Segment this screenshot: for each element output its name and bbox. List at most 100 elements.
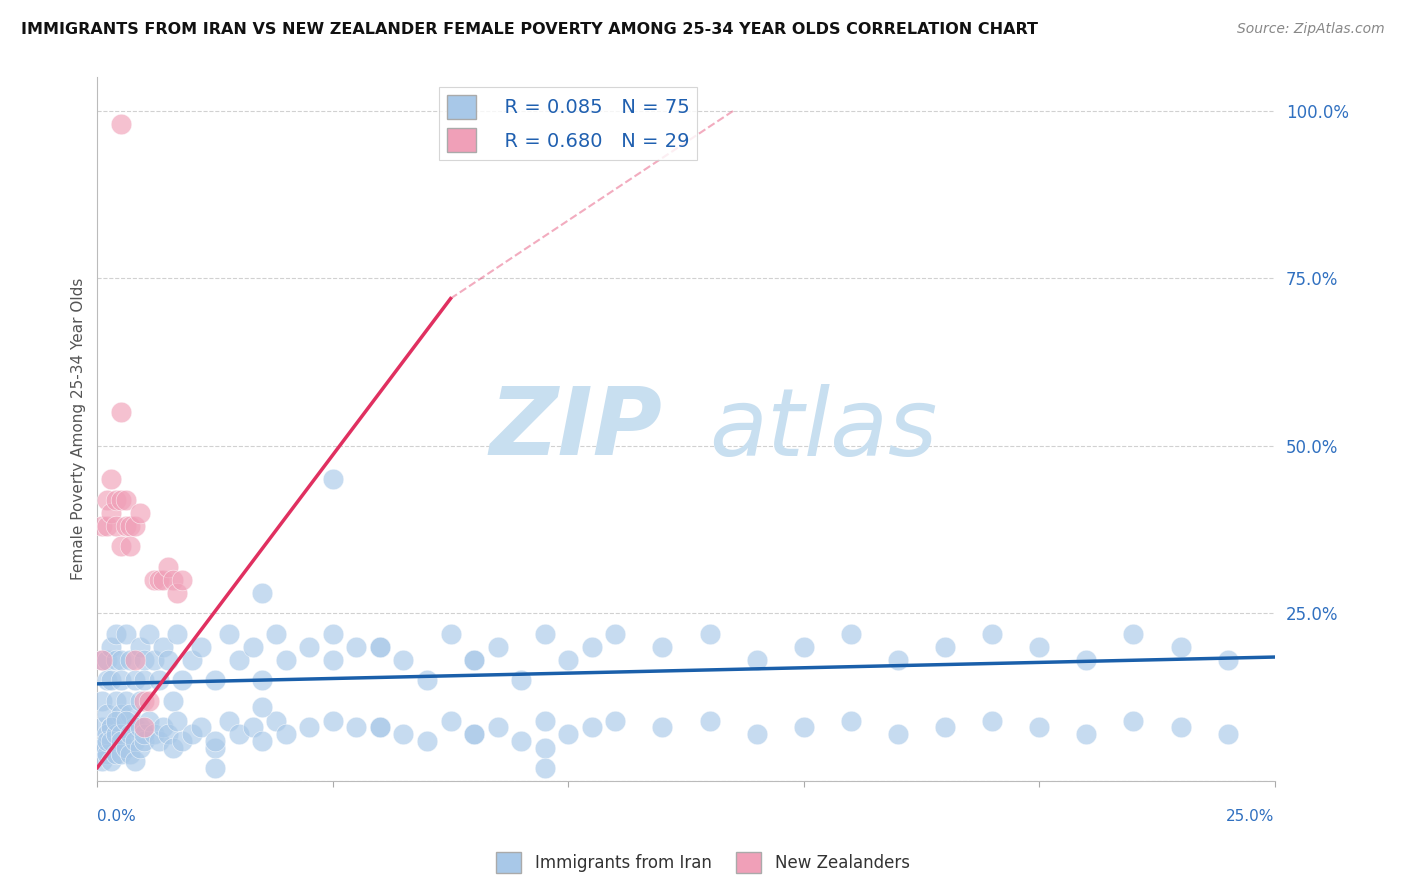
Point — [91, 754, 114, 768]
Point — [204, 761, 226, 775]
Point — [96, 653, 118, 667]
Point — [1170, 640, 1192, 654]
Point — [91, 740, 114, 755]
Point — [266, 714, 288, 728]
Point — [266, 626, 288, 640]
Point — [110, 706, 132, 721]
Point — [105, 727, 128, 741]
Point — [463, 727, 485, 741]
Point — [416, 673, 439, 688]
Point — [274, 653, 297, 667]
Point — [204, 740, 226, 755]
Point — [120, 706, 142, 721]
Point — [242, 640, 264, 654]
Point — [105, 747, 128, 762]
Text: IMMIGRANTS FROM IRAN VS NEW ZEALANDER FEMALE POVERTY AMONG 25-34 YEAR OLDS CORRE: IMMIGRANTS FROM IRAN VS NEW ZEALANDER FE… — [21, 22, 1038, 37]
Point — [605, 626, 627, 640]
Point — [166, 626, 188, 640]
Point — [156, 559, 179, 574]
Point — [439, 626, 461, 640]
Point — [510, 733, 533, 747]
Point — [533, 626, 555, 640]
Point — [557, 653, 579, 667]
Point — [322, 626, 344, 640]
Point — [250, 733, 273, 747]
Point — [142, 653, 165, 667]
Point — [1170, 720, 1192, 734]
Point — [322, 473, 344, 487]
Point — [120, 727, 142, 741]
Point — [228, 653, 250, 667]
Point — [172, 573, 194, 587]
Point — [91, 693, 114, 707]
Point — [124, 720, 146, 734]
Point — [110, 747, 132, 762]
Point — [392, 653, 415, 667]
Point — [344, 640, 367, 654]
Point — [114, 626, 136, 640]
Point — [486, 640, 509, 654]
Point — [100, 506, 122, 520]
Point — [100, 720, 122, 734]
Point — [124, 673, 146, 688]
Point — [105, 519, 128, 533]
Point — [110, 733, 132, 747]
Point — [100, 473, 122, 487]
Point — [322, 653, 344, 667]
Point — [533, 761, 555, 775]
Text: 25.0%: 25.0% — [1226, 809, 1275, 824]
Point — [651, 720, 673, 734]
Point — [745, 653, 768, 667]
Point — [699, 714, 721, 728]
Point — [100, 720, 122, 734]
Point — [242, 720, 264, 734]
Point — [416, 733, 439, 747]
Point — [96, 733, 118, 747]
Text: Source: ZipAtlas.com: Source: ZipAtlas.com — [1237, 22, 1385, 37]
Point — [110, 117, 132, 131]
Point — [745, 727, 768, 741]
Point — [172, 673, 194, 688]
Point — [1216, 653, 1239, 667]
Point — [162, 740, 184, 755]
Point — [100, 640, 122, 654]
Point — [96, 673, 118, 688]
Point — [839, 714, 862, 728]
Point — [152, 573, 174, 587]
Point — [218, 714, 240, 728]
Text: atlas: atlas — [710, 384, 938, 475]
Point — [368, 640, 391, 654]
Point — [138, 626, 160, 640]
Point — [142, 573, 165, 587]
Point — [114, 492, 136, 507]
Point — [134, 693, 156, 707]
Point — [110, 673, 132, 688]
Point — [651, 640, 673, 654]
Point — [368, 720, 391, 734]
Point — [1076, 653, 1098, 667]
Point — [1216, 727, 1239, 741]
Point — [134, 653, 156, 667]
Point — [166, 586, 188, 600]
Point — [105, 492, 128, 507]
Point — [274, 727, 297, 741]
Point — [228, 727, 250, 741]
Point — [463, 727, 485, 741]
Point — [204, 733, 226, 747]
Point — [533, 714, 555, 728]
Point — [156, 727, 179, 741]
Point — [148, 573, 170, 587]
Point — [1076, 727, 1098, 741]
Point — [1028, 640, 1050, 654]
Point — [124, 754, 146, 768]
Point — [134, 720, 156, 734]
Point — [172, 733, 194, 747]
Point — [298, 640, 321, 654]
Point — [128, 740, 150, 755]
Point — [190, 640, 212, 654]
Point — [142, 727, 165, 741]
Point — [105, 626, 128, 640]
Text: ZIP: ZIP — [489, 384, 662, 475]
Point — [322, 714, 344, 728]
Point — [887, 653, 910, 667]
